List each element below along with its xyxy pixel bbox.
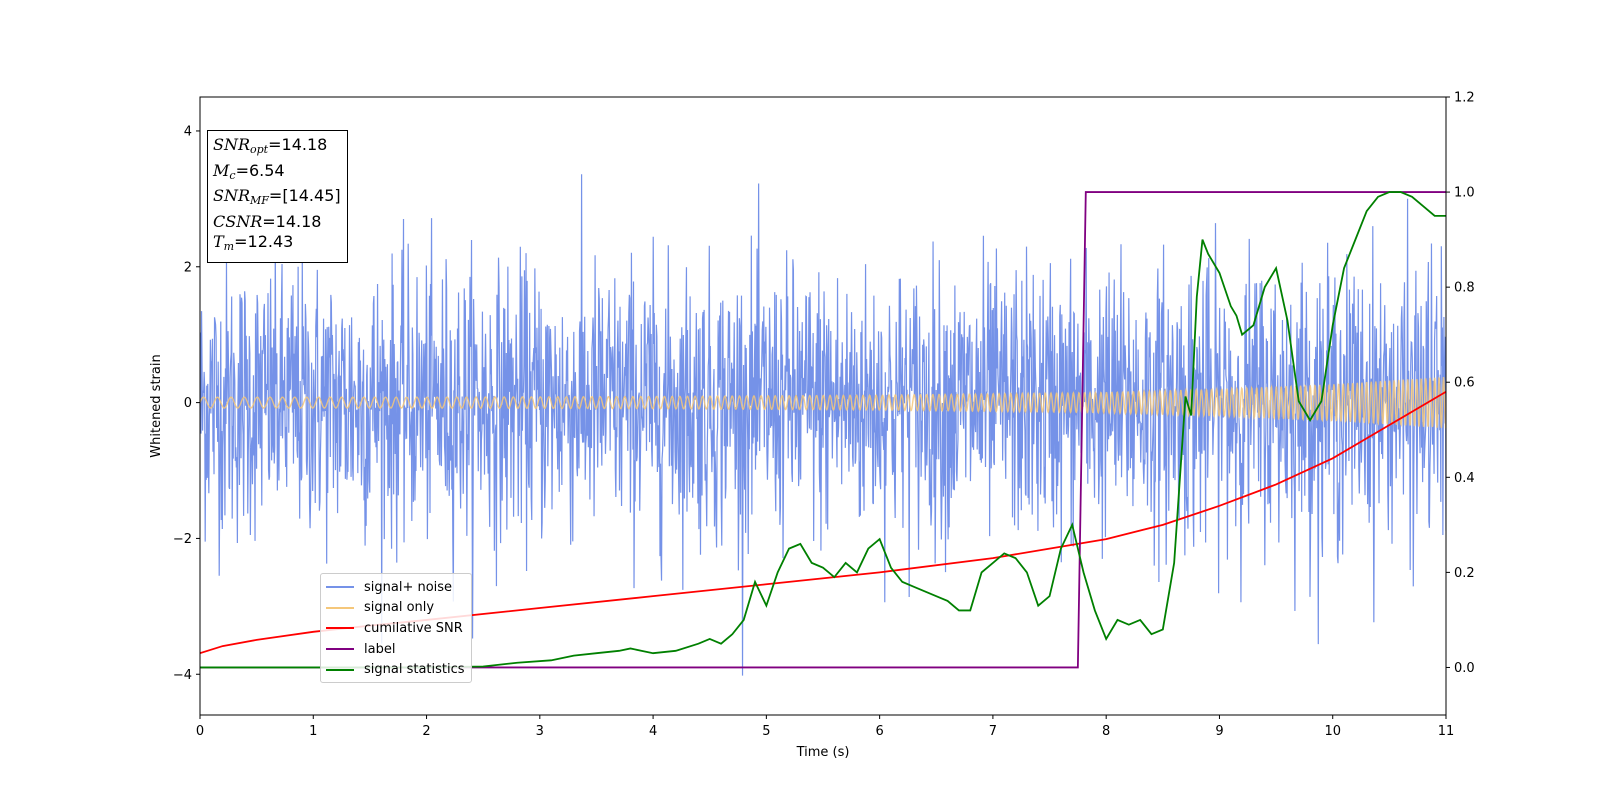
legend-label-signal-noise: signal+ noise <box>364 579 453 595</box>
legend-item-signal-only: signal only <box>326 598 465 619</box>
series-signal-statistics-line <box>200 191 1446 669</box>
y-tick-label: 0 <box>184 396 192 411</box>
stats-annotation-box: SNRopt=14.18 Mc=6.54 SNRMF=[14.45] CSNR=… <box>207 130 348 263</box>
snr-opt-value: =14.18 <box>268 135 328 154</box>
legend-label-signal-only: signal only <box>364 600 435 616</box>
tm-line: Tm=12.43 <box>213 232 294 253</box>
snr-mf-value: =[14.45] <box>268 186 341 205</box>
mc-value: =6.54 <box>235 160 285 180</box>
y2-tick-label: 1.0 <box>1454 186 1475 201</box>
x-axis-label: Time (s) <box>796 745 850 760</box>
mc-line: Mc=6.54 <box>213 160 285 182</box>
x-tick-label: 1 <box>309 724 317 739</box>
x-tick-label: 0 <box>196 724 204 739</box>
y2-tick-label: 0.6 <box>1454 376 1475 391</box>
legend: signal+ noise signal only cumilative SNR… <box>320 573 472 683</box>
series-label-line <box>200 191 1446 669</box>
legend-swatch-label <box>326 648 354 651</box>
legend-item-signal-statistics: signal statistics <box>326 659 465 680</box>
y2-tick-label: 0.2 <box>1454 566 1475 581</box>
legend-swatch-signal-noise <box>326 586 354 589</box>
legend-swatch-signal-only <box>326 606 354 609</box>
legend-swatch-signal-statistics <box>326 668 354 671</box>
y-tick-label: −2 <box>173 532 192 547</box>
x-tick-label: 10 <box>1324 724 1341 739</box>
x-tick-label: 5 <box>762 724 770 739</box>
x-axis: 0 1 2 3 4 5 6 7 8 9 10 11 <box>196 715 1454 739</box>
y2-tick-label: 0.0 <box>1454 661 1475 676</box>
series-signal-only-line <box>200 376 1446 429</box>
legend-label-cumulative-snr: cumilative SNR <box>364 620 463 636</box>
legend-swatch-cumulative-snr <box>326 627 354 630</box>
y-axis-label: Whitened strain <box>149 354 164 457</box>
y-tick-label: −4 <box>173 668 192 683</box>
x-tick-label: 2 <box>422 724 430 739</box>
series-cumulative-snr-line <box>200 390 1446 655</box>
x-tick-label: 9 <box>1215 724 1223 739</box>
x-tick-label: 3 <box>536 724 544 739</box>
x-tick-label: 11 <box>1438 724 1455 739</box>
snr-mf-line: SNRMF=[14.45] <box>213 186 341 207</box>
legend-label-label: label <box>364 641 396 657</box>
x-tick-label: 6 <box>875 724 883 739</box>
legend-item-cumulative-snr: cumilative SNR <box>326 618 465 639</box>
y2-tick-label: 0.4 <box>1454 471 1475 486</box>
snr-opt-line: SNRopt=14.18 <box>213 135 328 156</box>
series-signal-noise-line <box>200 174 1446 676</box>
y-tick-label: 2 <box>184 260 192 275</box>
x-tick-label: 7 <box>989 724 997 739</box>
legend-item-signal-noise: signal+ noise <box>326 577 465 598</box>
csnr-value: =14.18 <box>262 211 322 231</box>
csnr-line: CSNR=14.18 <box>213 211 322 231</box>
plot-frame <box>199 96 1447 716</box>
legend-item-label: label <box>326 639 465 660</box>
y2-tick-label: 1.2 <box>1454 91 1475 106</box>
legend-label-signal-statistics: signal statistics <box>364 662 465 678</box>
plot-area <box>200 174 1446 676</box>
y2-tick-label: 0.8 <box>1454 281 1475 296</box>
tm-value: =12.43 <box>234 232 294 251</box>
y-tick-label: 4 <box>184 124 192 139</box>
y-axis-right: 0.0 0.2 0.4 0.6 0.8 1.0 1.2 <box>1446 91 1475 676</box>
x-tick-label: 4 <box>649 724 657 739</box>
x-tick-label: 8 <box>1102 724 1110 739</box>
y-axis-left: −4 −2 0 2 4 <box>173 124 200 683</box>
